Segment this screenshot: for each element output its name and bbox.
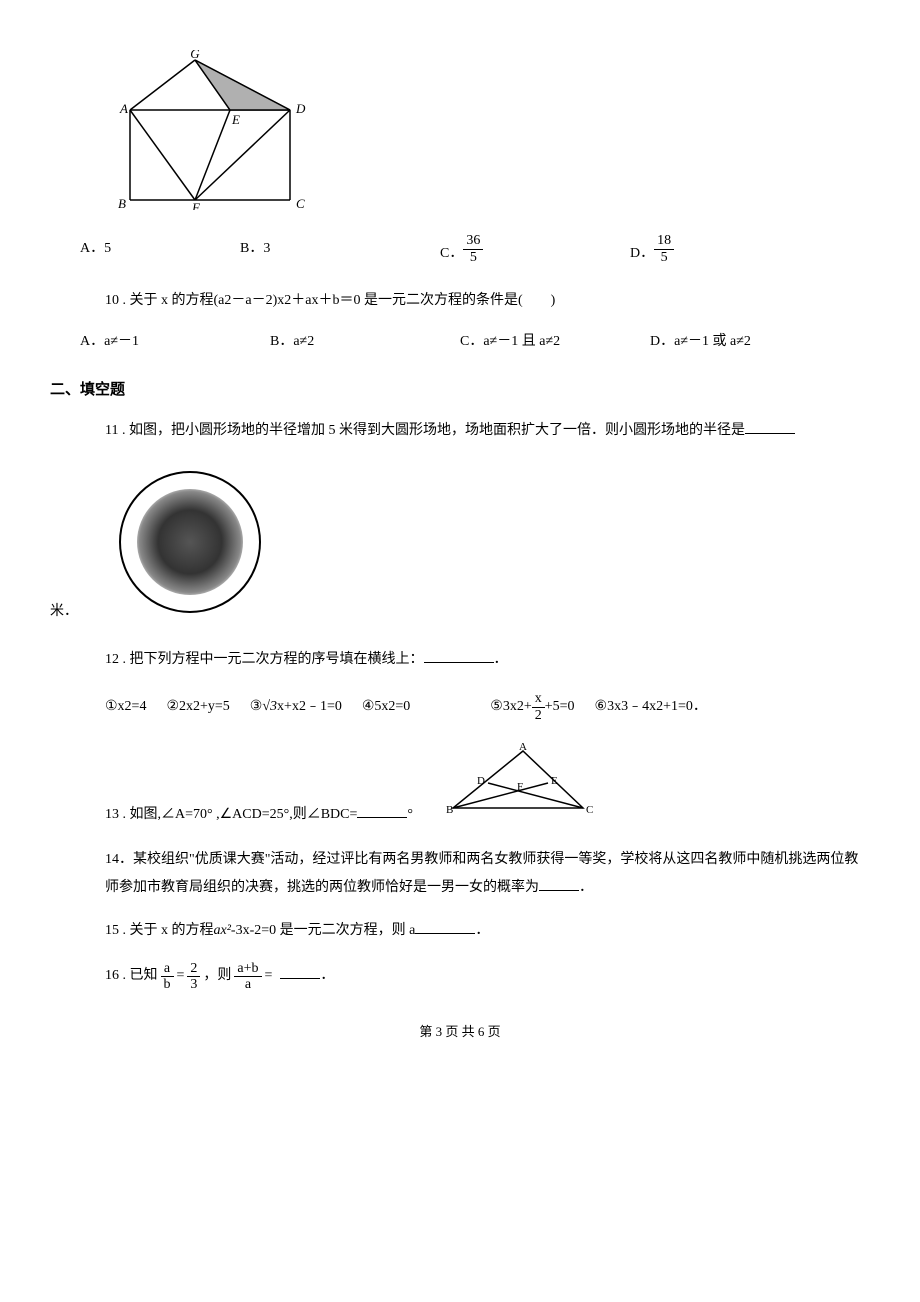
pentagon-svg: G A D E B F C (110, 50, 310, 210)
blank (539, 877, 579, 891)
blank (280, 965, 320, 979)
q9-options: A． 5 B． 3 C． 36 5 D． 18 5 (80, 233, 870, 265)
section-heading-2: 二、填空题 (50, 378, 870, 402)
q15-text: 15 . 关于 x 的方程ax²-3x-2=0 是一元二次方程，则 a． (105, 920, 870, 942)
svg-text:B: B (446, 804, 453, 816)
svg-text:B: B (118, 196, 126, 210)
q12-sub-3: ③√3 x+x2﹣1=0 (250, 696, 342, 718)
q14-text: 14．某校组织"优质课大赛"活动，经过评比有两名男教师和两名女教师获得一等奖，学… (105, 846, 870, 902)
q12-sub-options: ①x2=4 ②2x2+y=5 ③√3 x+x2﹣1=0 ④5x2=0 ⑤3x2+… (105, 691, 870, 723)
q16-text: 16 . 已知 a b = 2 3 ，则 a+b a = ． (105, 961, 870, 993)
svg-text:E: E (231, 112, 240, 127)
q9-option-c: C． 36 5 (440, 233, 630, 265)
q12-text: 12 . 把下列方程中一元二次方程的序号填在横线上：． (105, 649, 870, 671)
svg-text:C: C (586, 804, 593, 816)
option-prefix: C． (440, 243, 463, 265)
fraction: 18 5 (654, 233, 674, 265)
option-prefix: B． (240, 238, 263, 260)
q12-sub-2: ②2x2+y=5 (166, 696, 229, 718)
svg-text:A: A (519, 743, 527, 753)
q10-option-c: C．a≠－1 且 a≠2 (460, 331, 650, 353)
q10-text: 10 . 关于 x 的方程(a2－a－2)x2＋ax＋b＝0 是一元二次方程的条… (105, 290, 870, 312)
svg-text:D: D (477, 775, 485, 787)
fraction: a b (161, 961, 174, 993)
q12-sub-6: ⑥3x3﹣4x2+1=0． (595, 696, 707, 718)
option-prefix: D． (630, 243, 654, 265)
q10-option-b: B．a≠2 (270, 331, 460, 353)
q10-options: A．a≠－1 B．a≠2 C．a≠－1 且 a≠2 D．a≠－1 或 a≠2 (80, 331, 870, 353)
triangle-figure: A B C D E F (443, 743, 593, 826)
option-value: 5 (104, 238, 111, 260)
q13-row: 13 . 如图,∠A=70° ,∠ACD=25°,则∠BDC=° A B C D… (105, 743, 870, 826)
q10-option-d: D．a≠－1 或 a≠2 (650, 331, 840, 353)
q11-suffix: 米． (50, 601, 78, 623)
fraction: a+b a (234, 961, 261, 993)
q9-option-d: D． 18 5 (630, 233, 674, 265)
q9-option-b: B． 3 (240, 238, 440, 260)
q9-option-a: A． 5 (80, 238, 240, 260)
concentric-circle-figure (118, 470, 263, 623)
q12-sub-1: ①x2=4 (105, 696, 146, 718)
svg-text:A: A (119, 101, 128, 116)
q13-text: 13 . 如图,∠A=70° ,∠ACD=25°,则∠BDC=° (105, 804, 413, 826)
q10-option-a: A．a≠－1 (80, 331, 270, 353)
page-footer: 第 3 页 共 6 页 (50, 1022, 870, 1043)
q11-figure-row: 米． (50, 460, 870, 623)
option-prefix: A． (80, 238, 104, 260)
svg-text:F: F (191, 200, 201, 210)
blank (357, 804, 407, 818)
svg-text:F: F (517, 781, 523, 793)
q11-text: 11 . 如图，把小圆形场地的半径增加 5 米得到大圆形场地，场地面积扩大了一倍… (105, 420, 870, 442)
fraction: x2 (532, 691, 545, 723)
svg-text:E: E (551, 775, 558, 787)
svg-text:G: G (190, 50, 200, 61)
blank (424, 649, 494, 663)
fraction: 36 5 (463, 233, 483, 265)
svg-text:D: D (295, 101, 306, 116)
fraction: 2 3 (187, 961, 200, 993)
svg-text:C: C (296, 196, 305, 210)
q12-sub-5: ⑤3x2+x2+5=0 (490, 691, 574, 723)
option-value: 3 (263, 238, 270, 260)
q12-sub-4: ④5x2=0 (362, 696, 410, 718)
blank (745, 420, 795, 434)
blank (415, 920, 475, 934)
pentagon-figure: G A D E B F C (110, 50, 870, 218)
